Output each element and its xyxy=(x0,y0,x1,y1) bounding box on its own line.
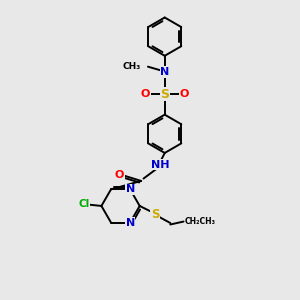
Text: Cl: Cl xyxy=(78,200,89,209)
Text: NH: NH xyxy=(151,160,169,170)
Text: O: O xyxy=(141,89,150,99)
Text: CH₂CH₃: CH₂CH₃ xyxy=(185,217,216,226)
Text: N: N xyxy=(125,218,135,227)
Text: N: N xyxy=(160,67,169,77)
Text: O: O xyxy=(115,170,124,180)
Text: S: S xyxy=(160,88,169,100)
Text: S: S xyxy=(151,208,159,221)
Text: CH₃: CH₃ xyxy=(123,62,141,71)
Text: N: N xyxy=(125,184,135,194)
Text: O: O xyxy=(179,89,188,99)
